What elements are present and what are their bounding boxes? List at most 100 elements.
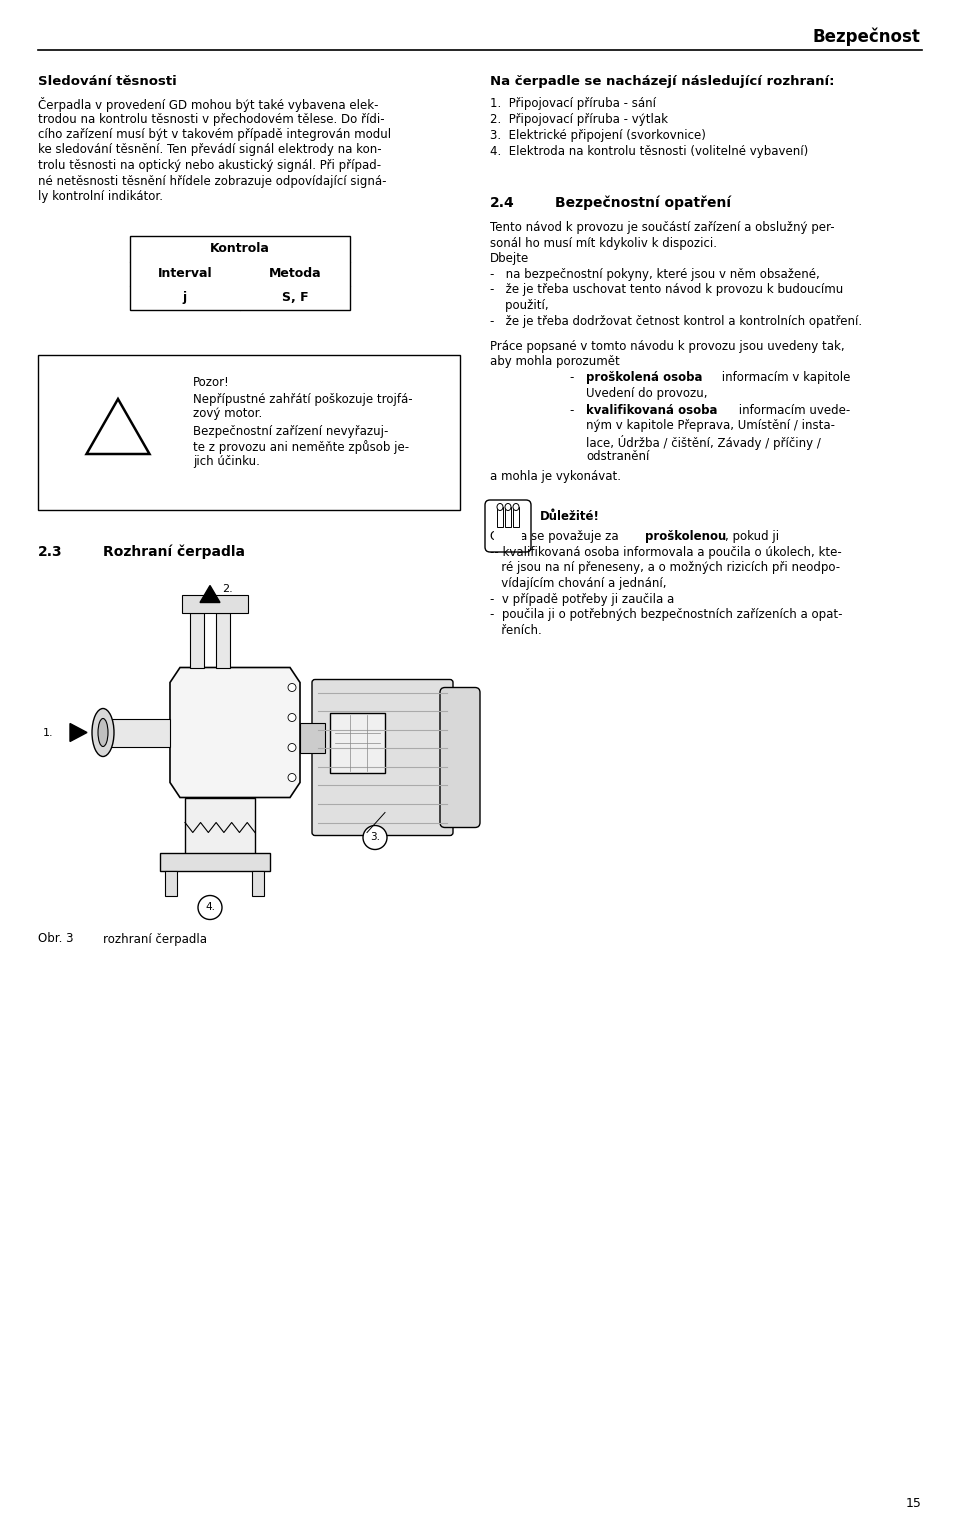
Circle shape: [198, 895, 222, 919]
Text: Rozhraní čerpadla: Rozhraní čerpadla: [103, 545, 245, 559]
Text: 4.: 4.: [205, 903, 215, 912]
Ellipse shape: [505, 503, 511, 511]
FancyBboxPatch shape: [485, 500, 531, 553]
Bar: [130, 235, 350, 310]
Text: informacím v kapitole: informacím v kapitole: [718, 371, 851, 384]
Text: Bezpečnost: Bezpečnost: [812, 28, 920, 46]
Text: -: -: [570, 371, 582, 384]
Text: řeních.: řeních.: [490, 623, 541, 637]
Bar: [505, 507, 511, 527]
Bar: [497, 507, 503, 527]
Text: -: -: [570, 404, 582, 416]
Text: vídajícím chování a jednání,: vídajícím chování a jednání,: [490, 577, 666, 589]
Text: 2.: 2.: [222, 585, 232, 594]
Text: 2.  Připojovací příruba - výtlak: 2. Připojovací příruba - výtlak: [490, 114, 668, 126]
Text: j: j: [183, 292, 187, 304]
Text: 3.  Elektrické připojení (svorkovnice): 3. Elektrické připojení (svorkovnice): [490, 129, 706, 143]
Bar: [165, 870, 177, 895]
FancyBboxPatch shape: [440, 688, 480, 827]
Text: ke sledování těsnění. Ten převádí signál elektrody na kon-: ke sledování těsnění. Ten převádí signál…: [38, 143, 382, 157]
Text: 3.: 3.: [370, 832, 380, 843]
Bar: [182, 594, 248, 612]
Bar: [105, 718, 170, 746]
Text: 15: 15: [906, 1497, 922, 1510]
Text: Čerpadla v provedení GD mohou být také vybavena elek-: Čerpadla v provedení GD mohou být také v…: [38, 97, 378, 112]
Polygon shape: [70, 723, 87, 741]
Bar: [330, 712, 385, 772]
Text: aby mohla porozumět: aby mohla porozumět: [490, 356, 620, 368]
Text: Metoda: Metoda: [269, 267, 322, 279]
Text: Dbejte: Dbejte: [490, 252, 529, 266]
Text: -   na bezpečnostní pokyny, které jsou v něm obsažené,: - na bezpečnostní pokyny, které jsou v n…: [490, 269, 820, 281]
Text: te z provozu ani neměňte způsob je-: te z provozu ani neměňte způsob je-: [193, 441, 409, 454]
Circle shape: [363, 826, 387, 849]
Text: Důležité!: Důležité!: [540, 510, 600, 523]
Text: -   že je třeba dodržovat četnost kontrol a kontrolních opatření.: - že je třeba dodržovat četnost kontrol …: [490, 315, 862, 327]
Text: Bezpečnostní zařízení nevyřazuj-: Bezpečnostní zařízení nevyřazuj-: [193, 425, 389, 439]
Bar: [160, 852, 270, 870]
Text: ré jsou na ní přeneseny, a o možných rizicích při neodpo-: ré jsou na ní přeneseny, a o možných riz…: [490, 562, 840, 574]
Circle shape: [288, 743, 296, 752]
Bar: [300, 723, 325, 752]
Circle shape: [288, 714, 296, 721]
Text: kvalifikovaná osoba: kvalifikovaná osoba: [586, 404, 717, 416]
Text: 2.4: 2.4: [490, 196, 515, 210]
Text: ly kontrolní indikátor.: ly kontrolní indikátor.: [38, 190, 163, 203]
Text: jich účinku.: jich účinku.: [193, 456, 260, 468]
Bar: [252, 870, 264, 895]
Bar: [38, 355, 460, 510]
Text: použití,: použití,: [490, 299, 548, 312]
Text: Tento návod k provozu je součástí zařízení a obslužný per-: Tento návod k provozu je součástí zaříze…: [490, 221, 834, 233]
Text: informacím uvede-: informacím uvede-: [735, 404, 851, 416]
Polygon shape: [170, 668, 300, 798]
Text: Nepřípustné zahřátí poškozuje trojfá-: Nepřípustné zahřátí poškozuje trojfá-: [193, 393, 413, 405]
Text: 4.  Elektroda na kontrolu těsnosti (volitelné vybavení): 4. Elektroda na kontrolu těsnosti (volit…: [490, 144, 808, 158]
Text: trolu těsnosti na optický nebo akustický signál. Při případ-: trolu těsnosti na optický nebo akustický…: [38, 160, 381, 172]
Text: rozhraní čerpadla: rozhraní čerpadla: [103, 932, 207, 946]
Ellipse shape: [497, 503, 503, 511]
Ellipse shape: [513, 503, 519, 511]
Text: Uvedení do provozu,: Uvedení do provozu,: [586, 387, 708, 399]
Text: lace, Údržba / čištění, Závady / příčiny /: lace, Údržba / čištění, Závady / příčiny…: [586, 434, 821, 450]
Text: zový motor.: zový motor.: [193, 407, 262, 421]
Text: proškolenou: proškolenou: [645, 530, 727, 543]
Text: -  poučila ji o potřebných bezpečnostních zařízeních a opat-: - poučila ji o potřebných bezpečnostních…: [490, 608, 843, 622]
Bar: [494, 523, 522, 545]
Text: 2.3: 2.3: [38, 545, 62, 559]
Text: cího zařízení musí být v takovém případě integrován modul: cího zařízení musí být v takovém případě…: [38, 127, 391, 141]
Text: Kontrola: Kontrola: [210, 243, 270, 255]
Text: , pokud ji: , pokud ji: [725, 530, 780, 543]
Text: né netěsnosti těsnění hřídele zobrazuje odpovídající signá-: né netěsnosti těsnění hřídele zobrazuje …: [38, 175, 387, 187]
Text: !: !: [113, 427, 123, 447]
Text: sonál ho musí mít kdykoliv k dispozici.: sonál ho musí mít kdykoliv k dispozici.: [490, 236, 717, 250]
Text: Pozor!: Pozor!: [193, 376, 229, 390]
Text: Osoba se považuje za: Osoba se považuje za: [490, 530, 622, 543]
Text: Obr. 3: Obr. 3: [38, 932, 74, 946]
Text: trodou na kontrolu těsnosti v přechodovém tělese. Do řídi-: trodou na kontrolu těsnosti v přechodové…: [38, 112, 385, 126]
Polygon shape: [86, 399, 150, 454]
Text: odstranění: odstranění: [586, 450, 649, 464]
Text: Práce popsané v tomto návodu k provozu jsou uvedeny tak,: Práce popsané v tomto návodu k provozu j…: [490, 339, 845, 353]
FancyBboxPatch shape: [312, 680, 453, 835]
Text: -   že je třeba uschovat tento návod k provozu k budoucímu: - že je třeba uschovat tento návod k pro…: [490, 284, 843, 296]
Text: S, F: S, F: [281, 292, 308, 304]
Text: Interval: Interval: [157, 267, 212, 279]
Text: 1.: 1.: [43, 728, 54, 737]
Text: -- kvalifikovaná osoba informovala a poučila o úkolech, kte-: -- kvalifikovaná osoba informovala a pou…: [490, 546, 842, 559]
Text: ným v kapitole Přeprava, Umístění / insta-: ným v kapitole Přeprava, Umístění / inst…: [586, 419, 835, 431]
Bar: [216, 612, 230, 668]
Ellipse shape: [92, 709, 114, 757]
Text: 1.  Připojovací příruba - sání: 1. Připojovací příruba - sání: [490, 97, 656, 111]
Polygon shape: [200, 585, 220, 603]
Text: a mohla je vykonávat.: a mohla je vykonávat.: [490, 470, 621, 484]
Bar: [513, 507, 519, 527]
Circle shape: [288, 774, 296, 781]
Text: Na čerpadle se nacházejí následující rozhraní:: Na čerpadle se nacházejí následující roz…: [490, 75, 834, 87]
Text: Bezpečnostní opatření: Bezpečnostní opatření: [555, 196, 731, 210]
Circle shape: [288, 683, 296, 691]
Text: proškolená osoba: proškolená osoba: [586, 371, 703, 384]
Bar: [190, 612, 204, 668]
Text: Sledování těsnosti: Sledování těsnosti: [38, 75, 177, 87]
Bar: [185, 798, 255, 858]
Text: -  v případě potřeby ji zaučila a: - v případě potřeby ji zaučila a: [490, 593, 674, 605]
